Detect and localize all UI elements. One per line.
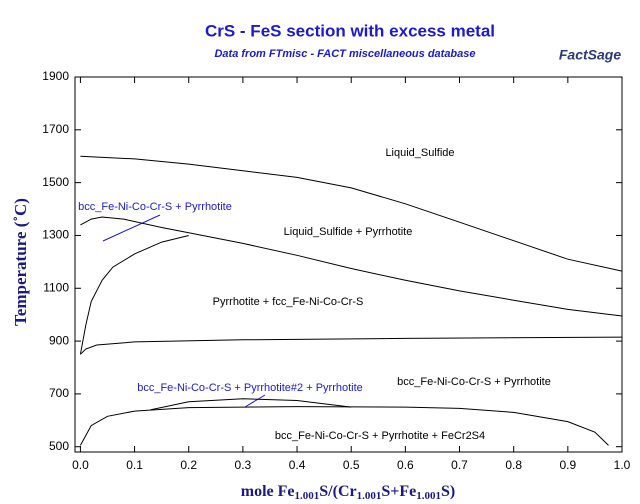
chart-title: CrS - FeS section with excess metal <box>205 21 495 40</box>
x-tick-label: 0.3 <box>235 458 252 472</box>
phase-label: bcc_Fe-Ni-Co-Cr-S + Pyrrhotite <box>397 376 551 388</box>
x-tick-label: 0.5 <box>343 458 360 472</box>
y-tick-label: 1300 <box>42 228 69 242</box>
x-tick-label: 1.0 <box>614 458 631 472</box>
y-tick-label: 900 <box>49 333 69 347</box>
x-tick-label: 0.2 <box>180 458 197 472</box>
y-tick-label: 500 <box>49 439 69 453</box>
phase-label: Liquid_Sulfide + Pyrrhotite <box>284 226 413 238</box>
y-tick-label: 1100 <box>43 280 69 294</box>
phase-boundary <box>79 235 189 355</box>
phase-boundary <box>80 216 623 317</box>
x-tick-label: 0.9 <box>559 458 576 472</box>
x-tick-label: 0.1 <box>126 458 143 472</box>
phase-label: Pyrrhotite + fcc_Fe-Ni-Co-Cr-S <box>213 296 364 308</box>
phase-label: bcc_Fe-Ni-Co-Cr-S + Pyrrhotite <box>78 201 232 213</box>
x-tick-label: 0.7 <box>451 458 468 472</box>
annotation-pointer <box>244 394 266 408</box>
x-axis-label-subscript: 1.001 <box>295 490 320 502</box>
y-tick-label: 1700 <box>42 122 69 136</box>
x-axis-label-part: mole Fe <box>241 483 295 500</box>
y-tick-label: 1500 <box>42 175 69 189</box>
x-axis-label: mole Fe1.001S/(Cr1.001S+Fe1.001S) <box>241 483 455 502</box>
phase-label: bcc_Fe-Ni-Co-Cr-S + Pyrrhotite + FeCr2S4 <box>275 430 485 442</box>
y-tick-label: 1900 <box>42 69 69 83</box>
logo: FactSage <box>559 47 621 63</box>
y-axis-label: Temperature (˚C) <box>11 198 30 326</box>
phase-label: Liquid_Sulfide <box>385 147 454 159</box>
phase-boundary <box>80 336 623 355</box>
x-axis-label-part: S+Fe <box>381 483 416 500</box>
phase-boundary <box>80 155 623 272</box>
x-axis-label-subscript: 1.001 <box>416 490 441 502</box>
phase-label: bcc_Fe-Ni-Co-Cr-S + Pyrrhotite#2 + Pyrrh… <box>137 382 363 394</box>
x-axis-label-subscript: 1.001 <box>357 490 382 502</box>
x-axis-label-part: S/(Cr <box>319 483 356 500</box>
plot-frame <box>74 76 623 453</box>
y-tick-label: 700 <box>49 386 69 400</box>
annotation-pointer <box>102 214 161 242</box>
x-tick-label: 0.4 <box>289 458 306 472</box>
x-tick-label: 0.6 <box>397 458 414 472</box>
phase-boundary <box>150 398 352 411</box>
x-tick-label: 0.0 <box>72 458 89 472</box>
x-tick-label: 0.8 <box>505 458 522 472</box>
x-axis-label-part: S) <box>441 483 455 500</box>
chart-subtitle: Data from FTmisc - FACT miscellaneous da… <box>214 48 475 60</box>
